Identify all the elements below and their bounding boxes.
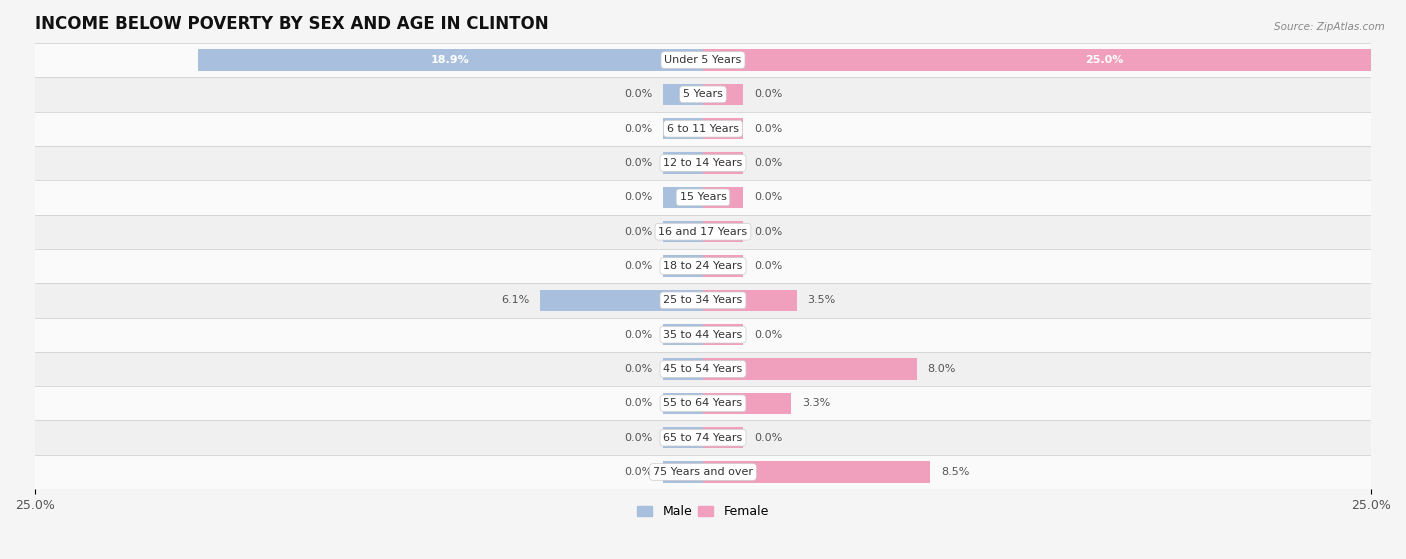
Text: 0.0%: 0.0% xyxy=(754,158,782,168)
Text: 0.0%: 0.0% xyxy=(754,433,782,443)
Bar xyxy=(703,255,744,277)
Bar xyxy=(35,283,1371,318)
Text: 0.0%: 0.0% xyxy=(624,467,652,477)
Bar xyxy=(35,146,1371,180)
Text: 0.0%: 0.0% xyxy=(624,192,652,202)
Text: 0.0%: 0.0% xyxy=(624,364,652,374)
Text: 35 to 44 Years: 35 to 44 Years xyxy=(664,330,742,340)
Text: INCOME BELOW POVERTY BY SEX AND AGE IN CLINTON: INCOME BELOW POVERTY BY SEX AND AGE IN C… xyxy=(35,15,548,33)
Bar xyxy=(35,180,1371,215)
Bar xyxy=(662,221,703,243)
Bar xyxy=(662,324,703,345)
Bar xyxy=(35,352,1371,386)
Text: 0.0%: 0.0% xyxy=(624,399,652,408)
Bar xyxy=(703,118,744,139)
Text: 16 and 17 Years: 16 and 17 Years xyxy=(658,227,748,236)
Bar xyxy=(662,187,703,208)
Text: 0.0%: 0.0% xyxy=(754,330,782,340)
Bar xyxy=(35,386,1371,420)
Text: 0.0%: 0.0% xyxy=(754,227,782,236)
Text: 0.0%: 0.0% xyxy=(624,227,652,236)
Bar xyxy=(35,420,1371,455)
Bar xyxy=(662,427,703,448)
Bar xyxy=(703,221,744,243)
Bar xyxy=(703,84,744,105)
Text: 65 to 74 Years: 65 to 74 Years xyxy=(664,433,742,443)
Bar xyxy=(662,255,703,277)
Text: 3.5%: 3.5% xyxy=(807,295,835,305)
Bar xyxy=(35,43,1371,77)
Text: 12 to 14 Years: 12 to 14 Years xyxy=(664,158,742,168)
Bar xyxy=(35,249,1371,283)
Bar xyxy=(662,153,703,174)
Bar xyxy=(662,392,703,414)
Bar xyxy=(703,461,931,482)
Bar xyxy=(703,392,792,414)
Text: 8.5%: 8.5% xyxy=(941,467,969,477)
Legend: Male, Female: Male, Female xyxy=(633,500,773,523)
Text: 3.3%: 3.3% xyxy=(801,399,830,408)
Text: 18 to 24 Years: 18 to 24 Years xyxy=(664,261,742,271)
Bar xyxy=(703,49,1371,70)
Text: 75 Years and over: 75 Years and over xyxy=(652,467,754,477)
Text: 0.0%: 0.0% xyxy=(754,192,782,202)
Text: 0.0%: 0.0% xyxy=(624,158,652,168)
Bar xyxy=(540,290,703,311)
Text: 0.0%: 0.0% xyxy=(624,433,652,443)
Bar xyxy=(35,112,1371,146)
Text: 0.0%: 0.0% xyxy=(754,124,782,134)
Bar xyxy=(662,358,703,380)
Text: Source: ZipAtlas.com: Source: ZipAtlas.com xyxy=(1274,22,1385,32)
Bar xyxy=(662,118,703,139)
Text: Under 5 Years: Under 5 Years xyxy=(665,55,741,65)
Text: 25.0%: 25.0% xyxy=(1084,55,1123,65)
Bar xyxy=(662,461,703,482)
Bar xyxy=(703,324,744,345)
Bar xyxy=(35,318,1371,352)
Text: 15 Years: 15 Years xyxy=(679,192,727,202)
Text: 0.0%: 0.0% xyxy=(624,89,652,100)
Text: 45 to 54 Years: 45 to 54 Years xyxy=(664,364,742,374)
Bar xyxy=(703,187,744,208)
Bar xyxy=(198,49,703,70)
Text: 5 Years: 5 Years xyxy=(683,89,723,100)
Text: 8.0%: 8.0% xyxy=(928,364,956,374)
Text: 6 to 11 Years: 6 to 11 Years xyxy=(666,124,740,134)
Text: 0.0%: 0.0% xyxy=(624,330,652,340)
Text: 0.0%: 0.0% xyxy=(754,261,782,271)
Text: 6.1%: 6.1% xyxy=(501,295,529,305)
Bar xyxy=(35,77,1371,112)
Bar xyxy=(35,455,1371,489)
Text: 18.9%: 18.9% xyxy=(432,55,470,65)
Bar xyxy=(703,427,744,448)
Text: 0.0%: 0.0% xyxy=(624,261,652,271)
Text: 0.0%: 0.0% xyxy=(624,124,652,134)
Bar xyxy=(703,290,797,311)
Text: 0.0%: 0.0% xyxy=(754,89,782,100)
Text: 55 to 64 Years: 55 to 64 Years xyxy=(664,399,742,408)
Bar xyxy=(703,153,744,174)
Bar xyxy=(35,215,1371,249)
Bar xyxy=(703,358,917,380)
Text: 25 to 34 Years: 25 to 34 Years xyxy=(664,295,742,305)
Bar xyxy=(662,84,703,105)
